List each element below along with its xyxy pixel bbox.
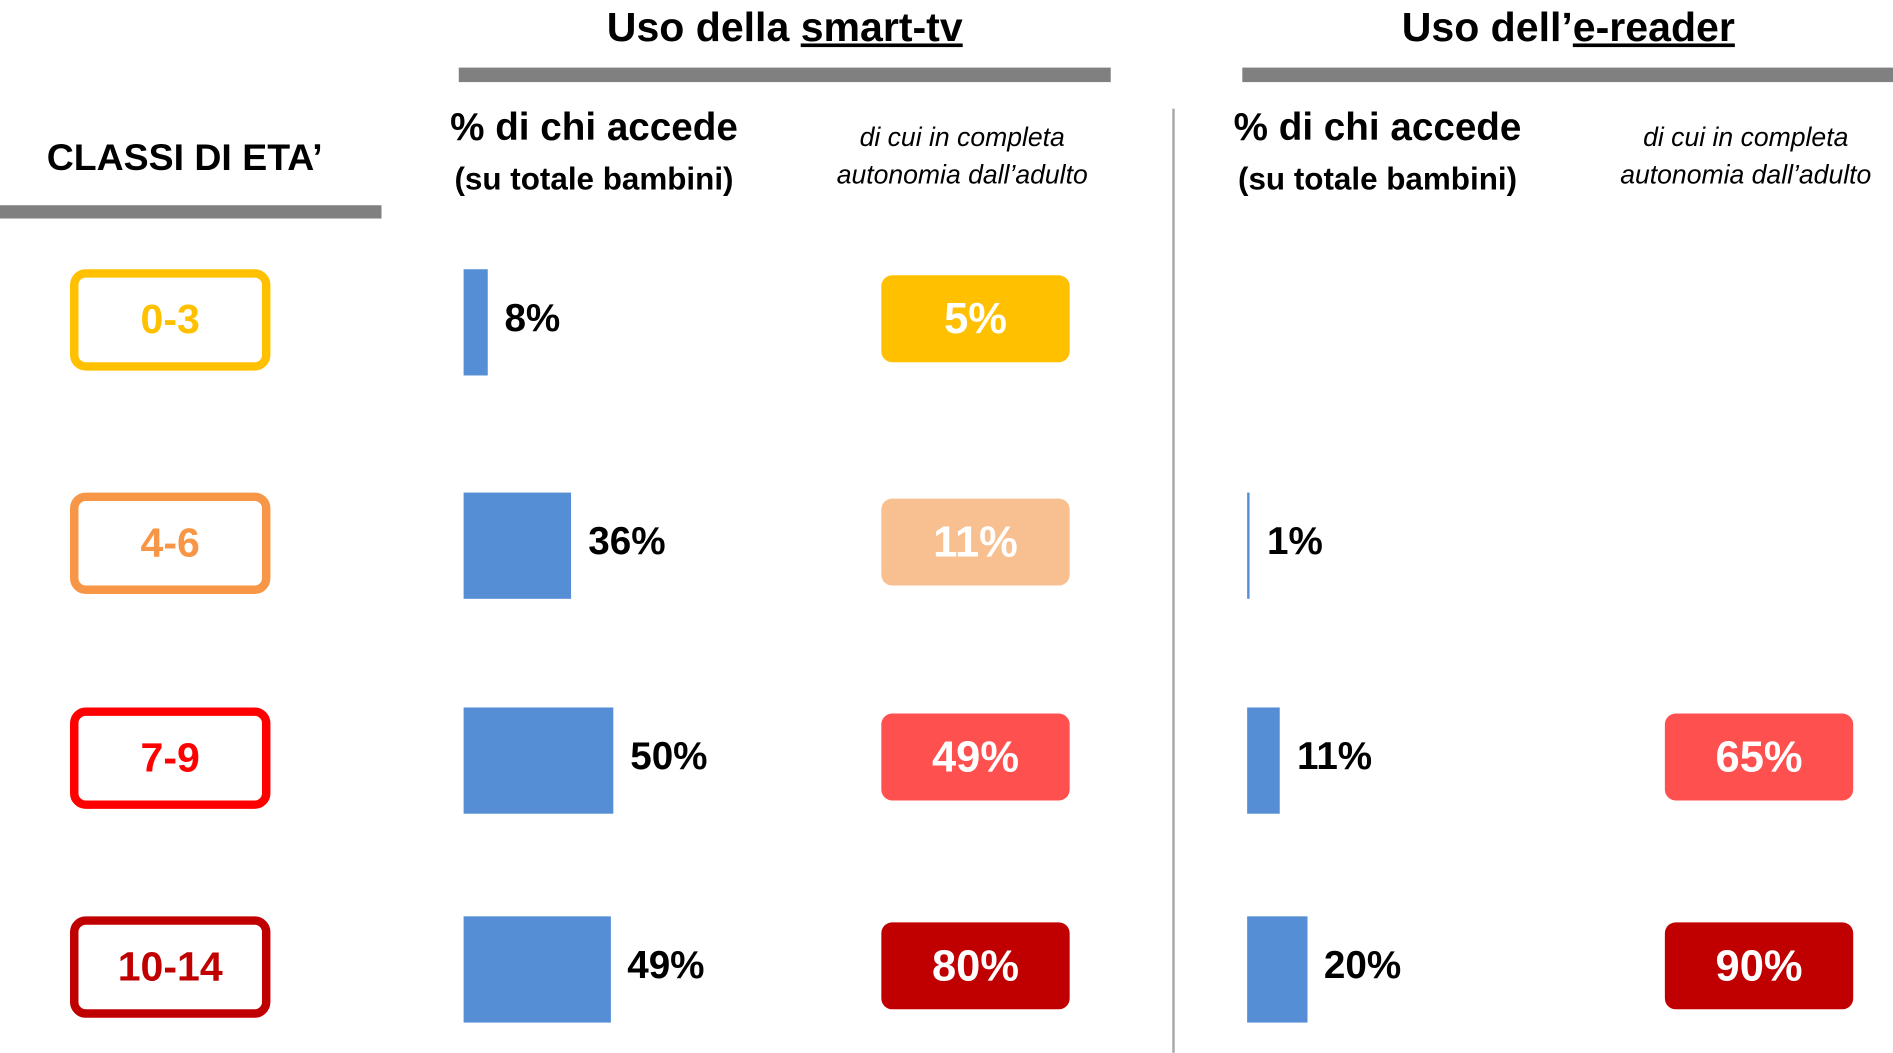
bar	[463, 492, 572, 599]
bar	[463, 269, 488, 376]
column-header: % di chi accede	[450, 105, 738, 149]
age-class: 10-14	[70, 916, 271, 1018]
age-class: 4-6	[70, 492, 271, 594]
badge: 49%	[881, 713, 1070, 801]
chart-title: Uso della smart-tv	[459, 5, 1111, 52]
badge: 90%	[1664, 922, 1854, 1010]
title-part: e-reader	[1572, 4, 1735, 51]
title-part: smart-tv	[800, 4, 963, 51]
column-note: autonomia dall’adulto	[836, 159, 1088, 190]
bar	[1247, 492, 1251, 599]
bar	[463, 916, 611, 1023]
bar-label: 1%	[1267, 519, 1323, 563]
badge: 80%	[881, 922, 1070, 1010]
header-rule	[0, 205, 382, 219]
bar-label: 11%	[1296, 734, 1373, 778]
age-class: 7-9	[70, 707, 271, 809]
bar	[1247, 916, 1308, 1023]
bar	[463, 707, 614, 814]
bar-label: 50%	[630, 734, 708, 778]
age-class: 0-3	[70, 269, 271, 371]
title-part: Uso della	[606, 4, 801, 51]
title-rule	[1242, 67, 1893, 83]
bar-label: 20%	[1323, 942, 1402, 987]
bar-label: 36%	[588, 519, 666, 563]
column-header: di cui in completa	[859, 121, 1065, 153]
column-header: % di chi accede	[1233, 105, 1522, 149]
column-header: di cui in completa	[1643, 121, 1849, 153]
column-note: (su totale bambini)	[454, 160, 734, 197]
column-note: (su totale bambini)	[1238, 160, 1518, 197]
title-rule	[458, 67, 1111, 83]
bar	[1247, 707, 1281, 814]
column-note: autonomia dall’adulto	[1620, 159, 1872, 190]
badge: 5%	[881, 275, 1070, 363]
bar-label: 49%	[627, 942, 705, 987]
badge: 65%	[1664, 713, 1854, 801]
badge: 11%	[881, 498, 1070, 586]
age-header: CLASSI DI ETA’	[46, 136, 323, 179]
bar-label: 8%	[504, 295, 561, 340]
divider	[1172, 108, 1175, 1053]
title-part: Uso dell’	[1401, 4, 1573, 51]
chart-title: Uso dell’e-reader	[1242, 5, 1893, 52]
